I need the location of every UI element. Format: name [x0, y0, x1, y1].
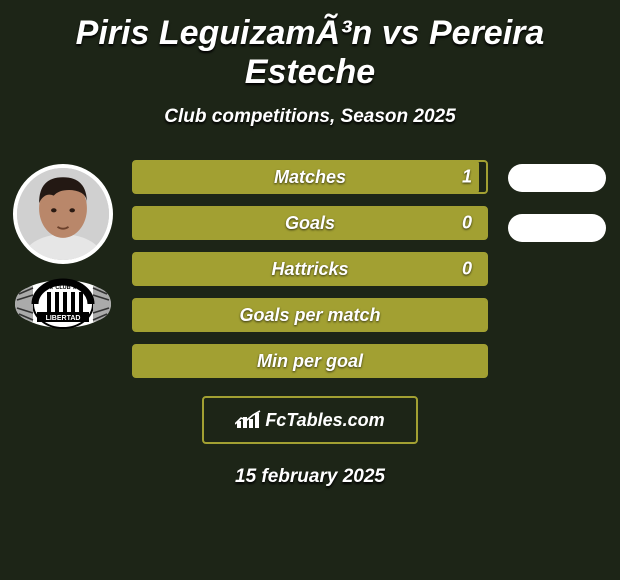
right-player-column [502, 160, 612, 242]
stat-bar: Min per goal [132, 344, 488, 378]
stats-column: Matches 1 Goals 0 Hattricks 0 Goals per match M… [132, 160, 488, 378]
club-badge: LIBERTAD ★ CLUB ★ [13, 278, 113, 330]
stat-label: Min per goal [257, 351, 363, 372]
subtitle: Club competitions, Season 2025 [8, 106, 612, 128]
svg-text:★ CLUB ★: ★ CLUB ★ [49, 284, 78, 291]
stat-bar: Goals per match [132, 298, 488, 332]
right-value-pill [508, 164, 606, 192]
avatar-svg [17, 168, 109, 260]
body-row: LIBERTAD ★ CLUB ★ Matches1Goals0Hattrick… [8, 160, 612, 378]
date-label: 15 february 2025 [8, 466, 612, 488]
right-value-pill [508, 214, 606, 242]
stat-label: Matches [274, 167, 346, 188]
page-title: Piris LeguizamÃ³n vs Pereira Esteche [8, 14, 612, 92]
stat-label: Goals [285, 213, 335, 234]
stat-value-left: 0 [462, 213, 472, 234]
club-badge-svg: LIBERTAD ★ CLUB ★ [13, 278, 113, 330]
player-avatar [13, 164, 113, 264]
svg-text:LIBERTAD: LIBERTAD [46, 315, 81, 322]
stat-bar: Matches 1 [132, 160, 488, 194]
brand-chart-icon [235, 410, 261, 430]
brand-text: FcTables.com [265, 410, 384, 431]
stat-label: Hattricks [271, 259, 348, 280]
stat-bar: Hattricks 0 [132, 252, 488, 286]
stat-value-left: 1 [462, 167, 472, 188]
brand-badge[interactable]: FcTables.com [202, 396, 418, 444]
comparison-card: Piris LeguizamÃ³n vs Pereira Esteche Clu… [0, 0, 620, 494]
stat-label: Goals per match [239, 305, 380, 326]
left-player-column: LIBERTAD ★ CLUB ★ [8, 160, 118, 330]
stat-bar: Goals 0 [132, 206, 488, 240]
stat-value-left: 0 [462, 259, 472, 280]
